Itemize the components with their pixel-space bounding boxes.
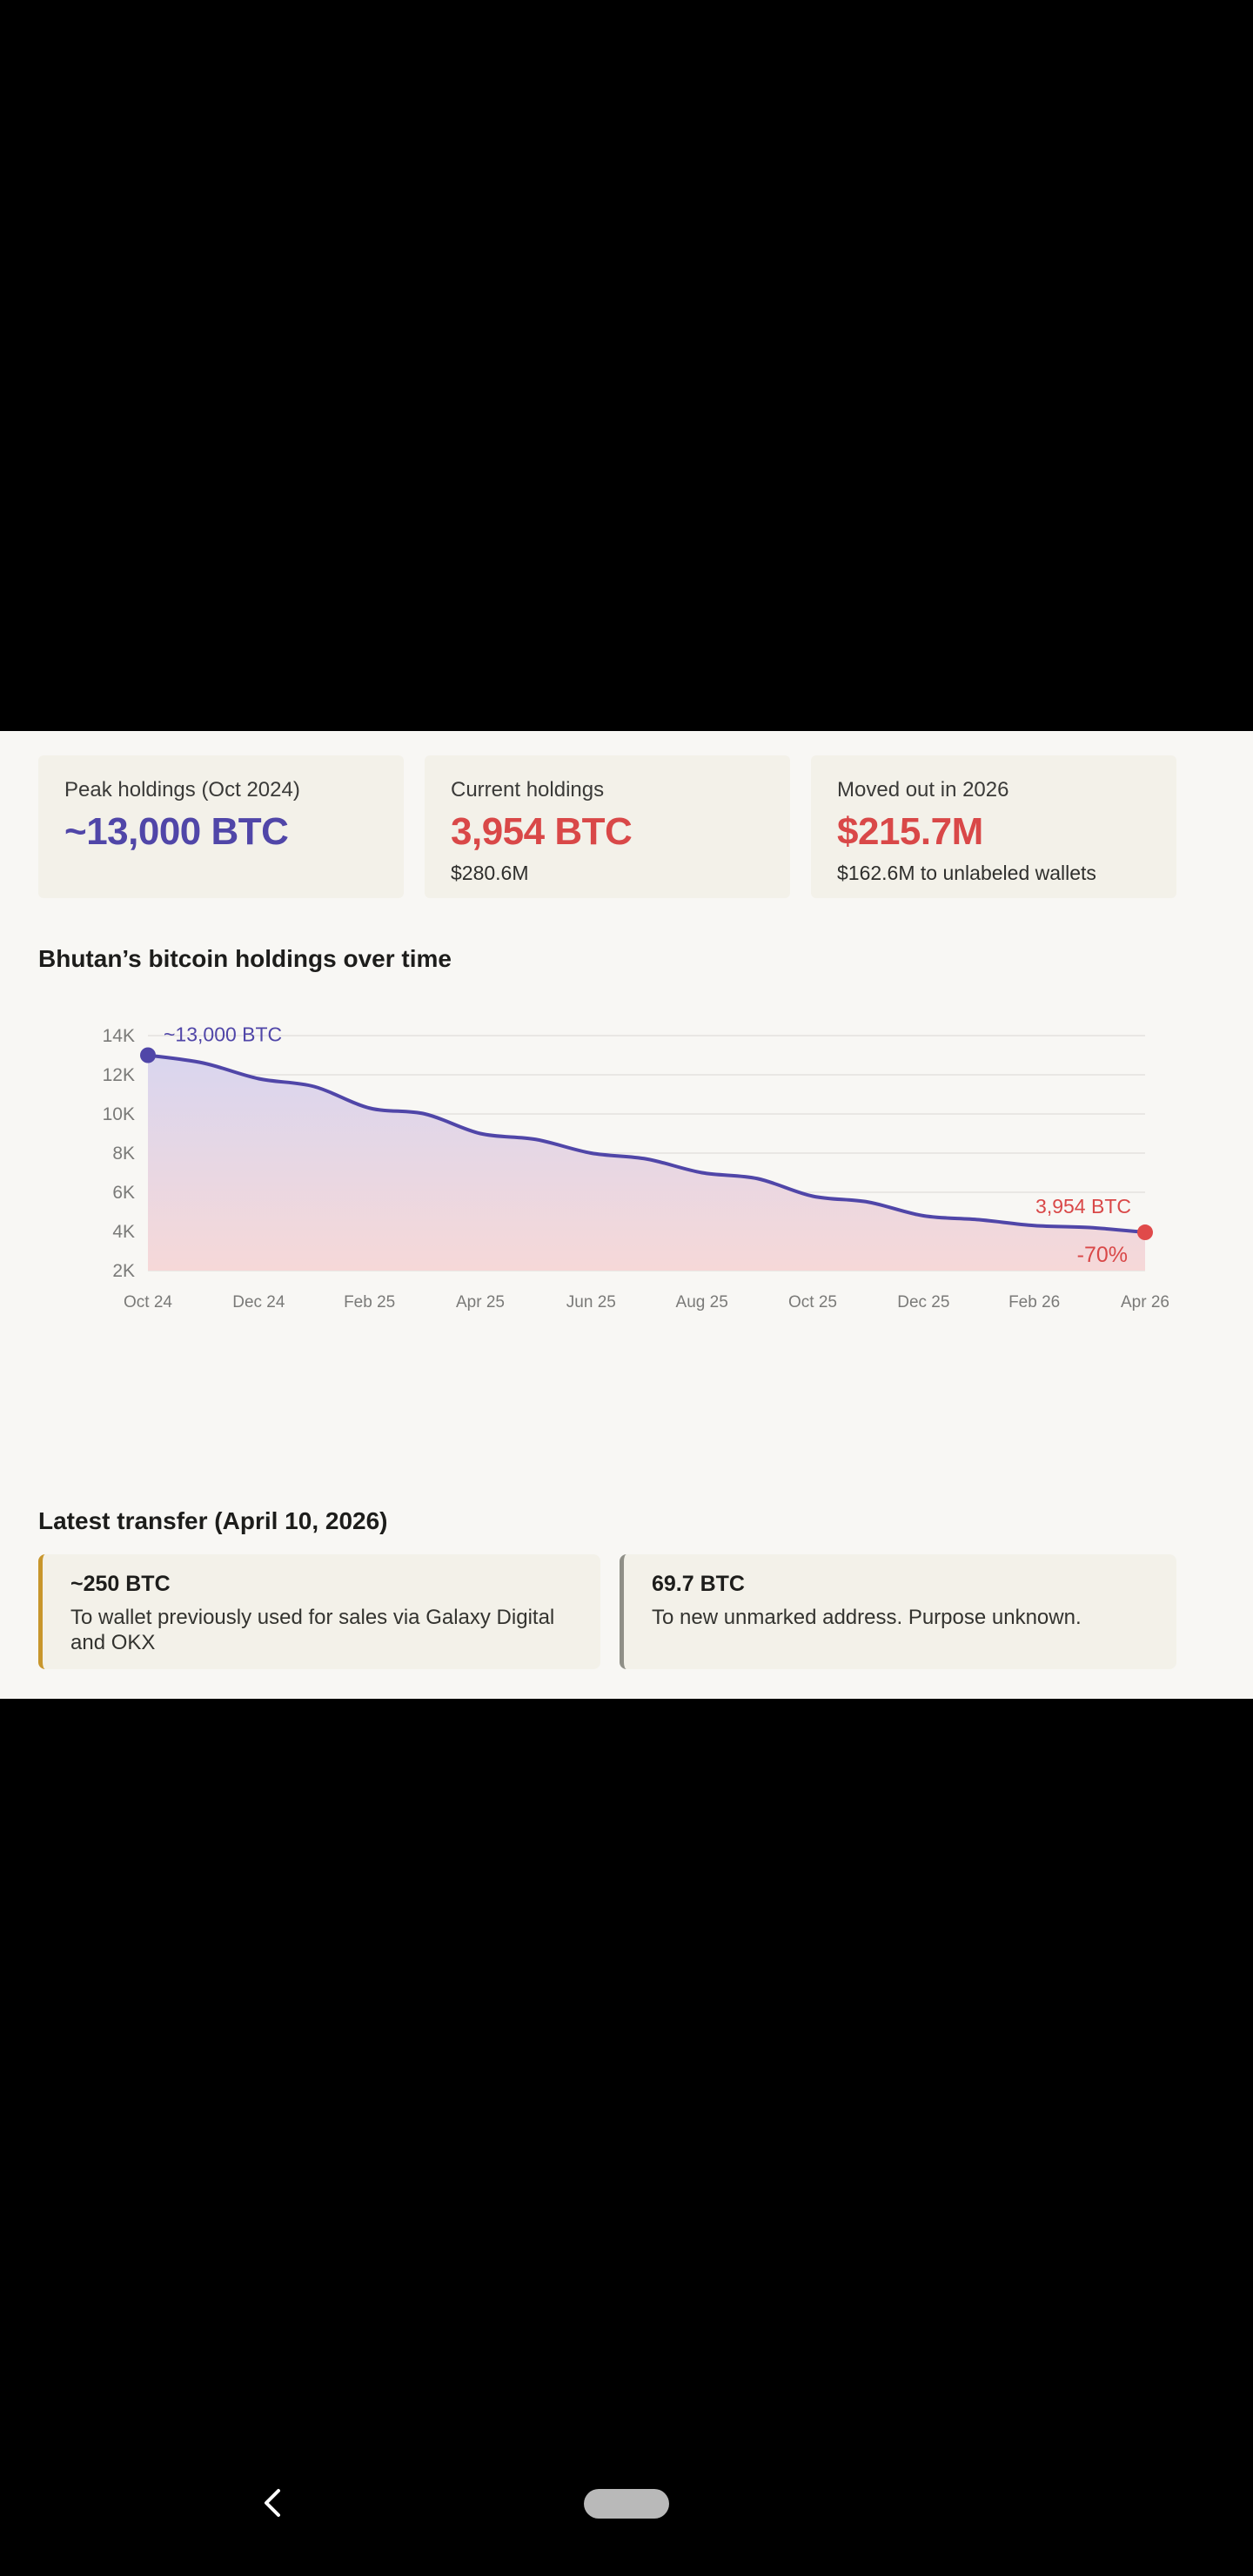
x-tick-label: Dec 25: [897, 1293, 949, 1311]
x-tick-label: Oct 25: [788, 1293, 837, 1311]
start-point: [140, 1047, 156, 1063]
y-tick-label: 12K: [103, 1065, 135, 1085]
holdings-chart-svg: 2K 4K 6K 8K 10K 12K 14K Oct 24 Dec 24 Feb 25 Apr 2…: [103, 1023, 1169, 1312]
y-tick-label: 6K: [112, 1183, 135, 1203]
chart-title: Bhutan’s bitcoin holdings over time: [38, 945, 452, 972]
change-annotation: -70%: [1077, 1243, 1128, 1267]
current-holdings-label: Current holdings: [451, 778, 605, 802]
nav-home-button[interactable]: [584, 2489, 669, 2519]
end-annotation: 3,954 BTC: [1035, 1195, 1131, 1218]
x-tick-label: Feb 26: [1008, 1293, 1060, 1311]
current-holdings-value: 3,954 BTC: [451, 810, 633, 853]
holdings-line: [147, 1053, 1146, 1235]
transfer-card-69btc: 69.7 BTC To new unmarked address. Purpos…: [620, 1554, 1176, 1669]
x-tick-label: Oct 24: [124, 1293, 172, 1311]
x-tick-label: Aug 25: [676, 1293, 728, 1311]
peak-holdings-value: ~13,000 BTC: [64, 810, 289, 853]
transfer-amount: ~250 BTC: [70, 1572, 171, 1596]
transfer-amount: 69.7 BTC: [652, 1572, 745, 1596]
transfer-description: To new unmarked address. Purpose unknown…: [652, 1606, 1082, 1629]
peak-holdings-label: Peak holdings (Oct 2024): [64, 778, 300, 802]
y-tick-label: 8K: [112, 1144, 135, 1164]
latest-transfer-title: Latest transfer (April 10, 2026): [38, 1507, 388, 1534]
holdings-chart: 2K 4K 6K 8K 10K 12K 14K Oct 24 Dec 24 Feb 25 Apr 2…: [0, 1001, 1253, 1332]
moved-out-card: Moved out in 2026 $215.7M $162.6M to unl…: [811, 755, 1176, 898]
peak-holdings-card: Peak holdings (Oct 2024) ~13,000 BTC: [38, 755, 404, 898]
x-tick-label: Feb 25: [344, 1293, 395, 1311]
y-tick-label: 14K: [103, 1026, 135, 1046]
moved-out-value: $215.7M: [837, 810, 983, 853]
x-tick-label: Dec 24: [232, 1293, 285, 1311]
y-tick-label: 2K: [112, 1261, 135, 1281]
moved-out-detail: $162.6M to unlabeled wallets: [837, 862, 1096, 884]
x-tick-label: Apr 26: [1121, 1293, 1169, 1311]
y-tick-label: 4K: [112, 1222, 135, 1242]
end-point: [1137, 1224, 1153, 1241]
transfer-description: To wallet previously used for sales via …: [70, 1606, 555, 1654]
nav-back-button[interactable]: [258, 2485, 285, 2520]
article-content: Peak holdings (Oct 2024) ~13,000 BTC Cur…: [0, 731, 1253, 1699]
x-tick-label: Jun 25: [566, 1293, 616, 1311]
chevron-left-icon: [265, 2489, 280, 2517]
moved-out-label: Moved out in 2026: [837, 778, 1009, 802]
holdings-area: [148, 1055, 1145, 1271]
current-holdings-usd: $280.6M: [451, 862, 529, 884]
transfer-card-250btc: ~250 BTC To wallet previously used for s…: [38, 1554, 600, 1669]
current-holdings-card: Current holdings 3,954 BTC $280.6M: [425, 755, 790, 898]
y-tick-label: 10K: [103, 1104, 135, 1124]
x-tick-label: Apr 25: [456, 1293, 505, 1311]
start-annotation: ~13,000 BTC: [164, 1023, 282, 1046]
